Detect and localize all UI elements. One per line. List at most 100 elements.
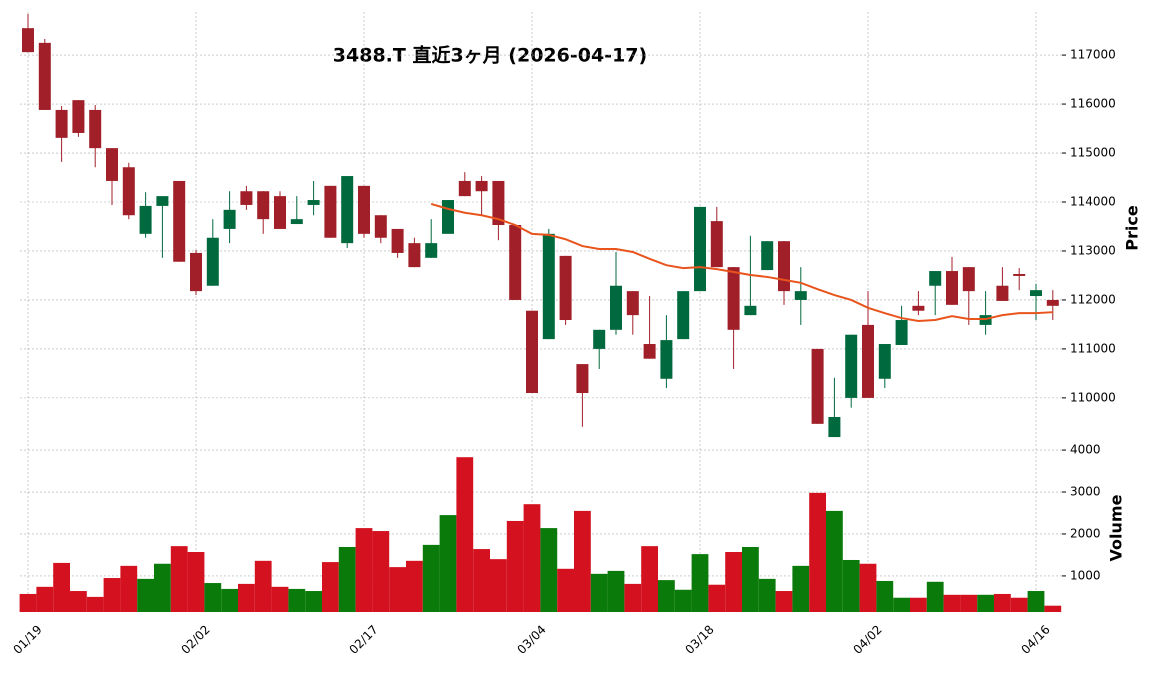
candle-body: [811, 348, 824, 424]
volume-bar: [574, 510, 591, 612]
candle-body: [358, 185, 370, 234]
candle-body: [660, 340, 673, 379]
candle-body: [946, 271, 958, 305]
candle-body: [643, 344, 656, 359]
volume-bar: [490, 559, 507, 612]
volume-bar: [624, 583, 642, 612]
volume-bar: [960, 594, 978, 612]
candle-body: [828, 416, 841, 438]
candle-body: [206, 237, 219, 286]
volume-bar: [204, 583, 222, 612]
candle-body: [912, 305, 925, 311]
volume-bar: [725, 552, 742, 612]
candle-body: [475, 180, 488, 192]
volume-bar: [977, 594, 994, 612]
volume-bar: [422, 544, 440, 612]
candle-body: [542, 233, 555, 340]
volume-bar: [86, 596, 104, 612]
candle-body: [744, 305, 757, 316]
volume-bar: [36, 586, 54, 612]
candle-body: [324, 185, 337, 238]
volume-bar: [859, 563, 877, 612]
volume-bar: [1027, 591, 1045, 612]
volume-bar: [641, 546, 658, 612]
volume-bar: [809, 492, 826, 612]
volume-bar: [842, 559, 860, 612]
volume-bar: [254, 560, 272, 612]
volume-bar: [19, 593, 37, 612]
candle-body: [442, 200, 454, 234]
candle-body: [89, 109, 102, 149]
candle-body: [962, 267, 975, 292]
volume-bar: [456, 457, 474, 612]
candle-body: [274, 196, 286, 229]
candle-body: [610, 285, 622, 330]
candle-body: [727, 267, 740, 330]
volume-bar: [322, 562, 339, 612]
volume-bar: [557, 568, 574, 612]
candle-body: [425, 243, 438, 258]
candle-body: [492, 180, 505, 226]
y-axis-label: Price: [1123, 205, 1142, 251]
candle-body: [156, 196, 169, 206]
candle-body: [122, 167, 135, 216]
y2-tick-label: 2000: [1070, 526, 1101, 540]
candle-body: [694, 206, 706, 292]
candle-body: [55, 109, 68, 138]
candle-body: [526, 310, 538, 393]
candle-body: [408, 243, 421, 268]
volume-bar: [338, 546, 356, 612]
y-tick-label: 117000: [1070, 48, 1116, 62]
volume-bar: [389, 567, 406, 612]
candle-body: [778, 241, 790, 292]
volume-bar: [607, 570, 625, 612]
candle-body: [307, 200, 320, 205]
moving-average-line: [430, 203, 1053, 323]
volume-bar: [53, 562, 70, 612]
volume-bar: [372, 531, 390, 612]
volume-bar: [893, 597, 910, 612]
candle-body: [290, 219, 303, 225]
x-tick-label: 02/02: [178, 622, 212, 656]
volume-bar: [758, 578, 776, 612]
volume-bar: [355, 528, 373, 612]
candle-body: [1046, 299, 1059, 306]
y2-tick-label: 4000: [1070, 443, 1101, 457]
volume-bar: [137, 578, 154, 612]
volume-bar: [775, 591, 793, 612]
candle-body: [257, 191, 270, 220]
volume-bar: [103, 578, 121, 612]
x-tick-label: 02/17: [346, 622, 380, 656]
candle-body: [509, 225, 522, 300]
candle-body: [374, 215, 387, 238]
volume-bar: [910, 597, 927, 612]
volume-bar: [506, 520, 524, 612]
volume-bar: [523, 504, 541, 612]
volume-bar: [238, 583, 255, 612]
candle-body: [996, 285, 1009, 301]
candle-body: [895, 320, 908, 345]
candle-body: [72, 100, 85, 133]
x-tick-label: 04/02: [850, 622, 884, 656]
volume-bar: [70, 591, 87, 612]
candle-body: [139, 205, 152, 234]
candle-body: [1030, 290, 1042, 297]
x-tick-label: 03/18: [682, 622, 716, 656]
candle-body: [458, 180, 471, 197]
candle-body: [1013, 273, 1026, 276]
volume-bar: [540, 528, 558, 612]
candle-body: [240, 191, 253, 205]
candle-body: [794, 291, 807, 300]
volume-bar: [1010, 597, 1028, 612]
volume-bar: [691, 554, 709, 612]
volume-bar: [708, 584, 726, 612]
y2-tick-label: 1000: [1070, 568, 1101, 582]
volume-bar: [170, 546, 188, 612]
volume-bar: [994, 593, 1011, 612]
candle-body: [38, 42, 51, 110]
y-tick-label: 113000: [1070, 243, 1116, 257]
volume-bar: [439, 515, 457, 612]
volume-bar: [826, 510, 843, 612]
y2-tick-label: 3000: [1070, 485, 1101, 499]
